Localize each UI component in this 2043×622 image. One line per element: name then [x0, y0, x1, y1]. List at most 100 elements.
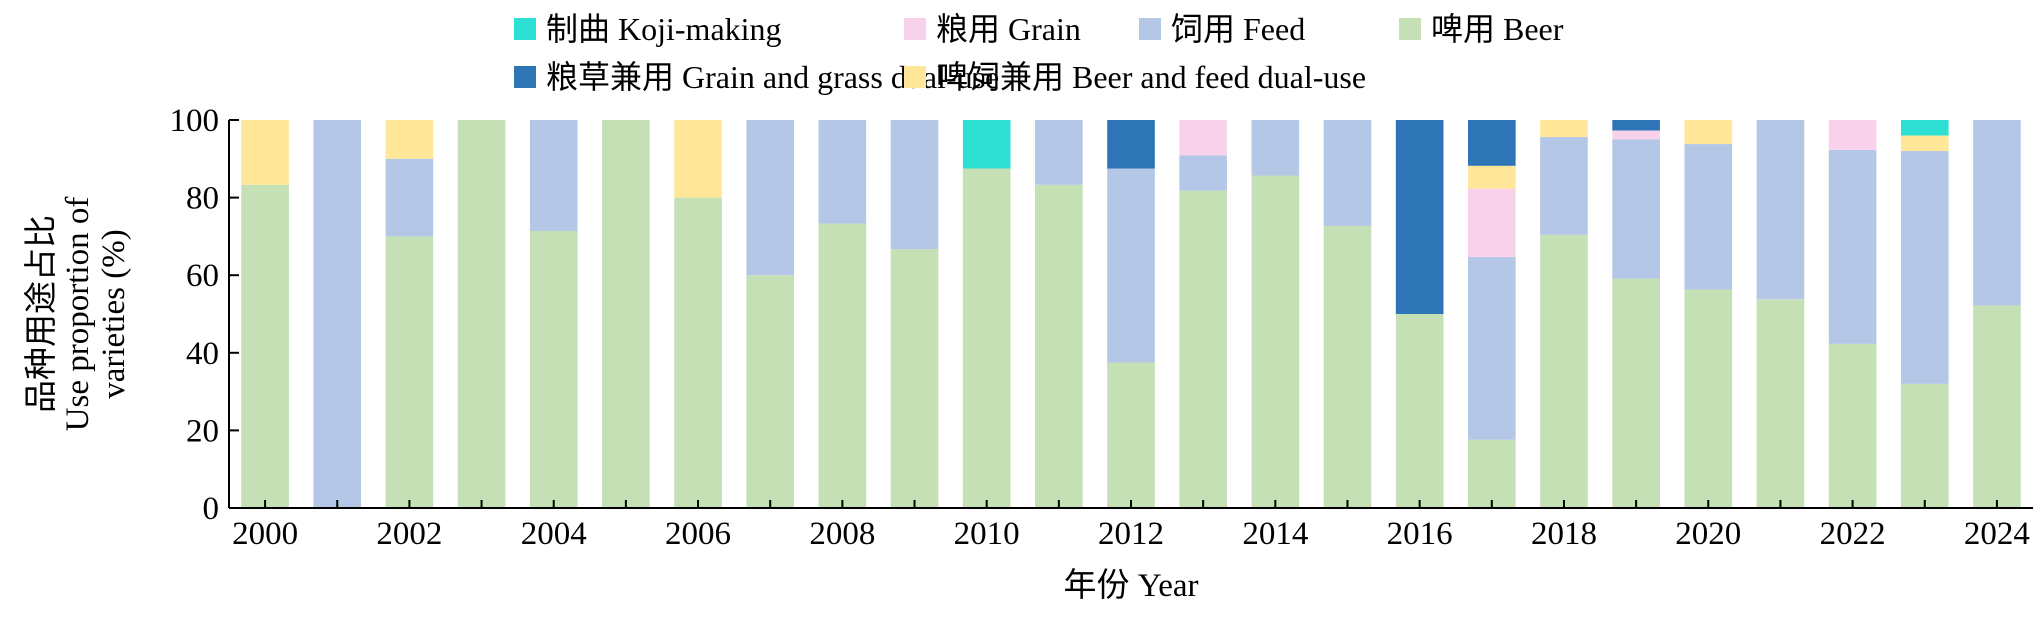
bar-2002-beer — [385, 236, 434, 508]
y-axis-title-line-2: Use proportion of — [60, 197, 96, 432]
y-tick-label-100: 100 — [170, 103, 220, 139]
y-ticks: 0 20 40 60 80 100 — [170, 103, 239, 527]
y-tick-label-20: 20 — [186, 413, 219, 449]
legend-label-grain-and-grass-dual-use: 粮草兼用 Grain and grass dual-use — [546, 59, 999, 95]
bar-2023-feed — [1900, 151, 1949, 384]
bar-2023-beer — [1900, 383, 1949, 508]
bar-2018-beer — [1540, 234, 1588, 508]
bar-2000-beer — [241, 184, 289, 509]
bar-2014-beer — [1251, 175, 1300, 509]
y-tick-label-80: 80 — [186, 181, 219, 217]
bar-2011-feed — [1035, 120, 1083, 185]
bar-2015-feed — [1323, 120, 1372, 226]
bar-2023-koji-making — [1900, 120, 1949, 136]
bar-2020-beer-and-feed-dual-use — [1684, 120, 1733, 145]
bar-2001-feed — [313, 120, 362, 508]
bar-2007-beer — [746, 275, 795, 508]
x-tick-label-2016: 2016 — [1387, 516, 1453, 552]
bar-2019-grain-and-grass-dual-use — [1612, 120, 1660, 131]
bar-2017-feed — [1467, 256, 1516, 440]
bar-2023-beer-and-feed-dual-use — [1900, 135, 1949, 152]
legend-swatch-feed — [1139, 18, 1161, 40]
x-tick-label-2006: 2006 — [665, 516, 731, 552]
bar-2015-beer — [1323, 225, 1372, 509]
y-tick-label-60: 60 — [186, 258, 219, 294]
x-tick-label-2012: 2012 — [1098, 516, 1164, 552]
bar-2014-feed — [1251, 120, 1300, 176]
legend-swatch-koji-making — [514, 18, 536, 40]
bar-2019-beer — [1612, 278, 1660, 508]
bar-2013-beer — [1179, 190, 1227, 508]
legend-swatch-grain — [904, 18, 926, 40]
bar-2013-feed — [1179, 155, 1227, 191]
bar-2006-beer-and-feed-dual-use — [674, 120, 722, 198]
bar-2021-feed — [1756, 120, 1805, 300]
x-tick-label-2010: 2010 — [954, 516, 1020, 552]
bar-2004-feed — [529, 120, 578, 231]
bar-2012-feed — [1107, 168, 1155, 363]
bar-2016-beer — [1395, 314, 1444, 508]
legend-swatch-beer — [1399, 18, 1421, 40]
x-tick-label-2008: 2008 — [809, 516, 875, 552]
bar-2010-beer — [962, 168, 1011, 508]
bar-2024-feed — [1973, 120, 2021, 306]
bar-2009-beer — [890, 249, 939, 508]
bar-2005-beer — [602, 120, 650, 508]
y-axis-title-line-3: varieties (%) — [96, 229, 132, 399]
bar-2003-beer — [457, 120, 506, 508]
bar-2012-beer — [1107, 362, 1155, 508]
legend: 制曲 Koji-making 粮用 Grain 饲用 Feed 啤用 Beer 粮草兼用… — [514, 11, 1564, 95]
bar-2024-beer — [1973, 305, 2021, 508]
x-tick-label-2020: 2020 — [1675, 516, 1741, 552]
bar-2018-feed — [1540, 137, 1588, 235]
bar-2017-beer — [1467, 439, 1516, 508]
bar-2017-beer-and-feed-dual-use — [1467, 165, 1516, 189]
bar-2019-feed — [1612, 139, 1660, 279]
legend-swatch-grain-and-grass-dual-use — [514, 66, 536, 88]
bar-2021-beer — [1756, 299, 1805, 508]
bar-2000-beer-and-feed-dual-use — [241, 120, 289, 185]
legend-swatch-beer-and-feed-dual-use — [904, 66, 926, 88]
legend-label-grain: 粮用 Grain — [936, 11, 1081, 47]
bar-2013-grain — [1179, 120, 1227, 156]
bar-2011-beer — [1035, 184, 1083, 509]
legend-label-beer-and-feed-dual-use: 啤饲兼用 Beer and feed dual-use — [936, 59, 1366, 95]
bar-2016-grain-and-grass-dual-use — [1395, 120, 1444, 314]
legend-label-koji-making: 制曲 Koji-making — [546, 11, 782, 47]
bars — [241, 120, 2021, 509]
bar-2019-grain — [1612, 130, 1660, 140]
x-ticks: 2000 2002 2004 2006 2008 2010 2012 2014 2016 2018… — [232, 500, 2030, 552]
bar-2017-grain-and-grass-dual-use — [1467, 120, 1516, 166]
x-tick-label-2002: 2002 — [376, 516, 442, 552]
y-axis-title: 品种用途占比 Use proportion of varieties (%) — [23, 197, 132, 432]
bar-2022-beer — [1828, 343, 1877, 508]
bar-2007-feed — [746, 120, 795, 276]
x-tick-label-2022: 2022 — [1820, 516, 1886, 552]
bar-2008-beer — [818, 223, 867, 508]
bar-2020-feed — [1684, 144, 1733, 290]
bar-2012-grain-and-grass-dual-use — [1107, 120, 1155, 169]
bar-2017-grain — [1467, 188, 1516, 257]
x-tick-label-2004: 2004 — [521, 516, 587, 552]
x-axis-title: 年份 Year — [1063, 567, 1198, 604]
bar-2002-beer-and-feed-dual-use — [385, 120, 434, 159]
y-axis-title-line-1: 品种用途占比 — [23, 215, 60, 413]
legend-label-feed: 饲用 Feed — [1171, 11, 1305, 47]
x-tick-label-2024: 2024 — [1964, 516, 2030, 552]
x-tick-label-2014: 2014 — [1242, 516, 1308, 552]
bar-2010-koji-making — [962, 120, 1011, 169]
y-tick-label-0: 0 — [203, 491, 220, 527]
bar-2002-feed — [385, 158, 434, 237]
bar-2008-feed — [818, 120, 867, 224]
bar-2022-grain — [1828, 120, 1877, 150]
bar-2022-feed — [1828, 149, 1877, 344]
bar-2009-feed — [890, 120, 939, 250]
bar-2018-beer-and-feed-dual-use — [1540, 120, 1588, 138]
bar-2004-beer — [529, 230, 578, 508]
bar-2006-beer — [674, 197, 722, 508]
legend-label-beer: 啤用 Beer — [1431, 11, 1564, 47]
x-tick-label-2000: 2000 — [232, 516, 298, 552]
x-tick-label-2018: 2018 — [1531, 516, 1597, 552]
y-tick-label-40: 40 — [186, 336, 219, 372]
